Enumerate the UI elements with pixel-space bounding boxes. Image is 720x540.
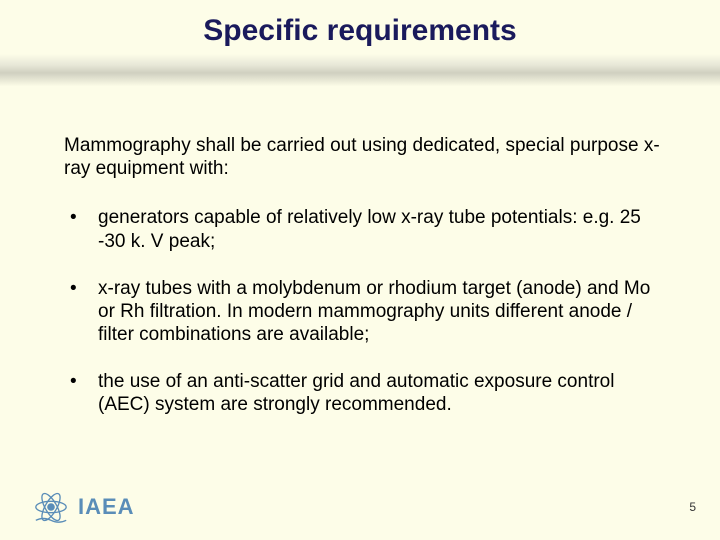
bullet-item: the use of an anti-scatter grid and auto… [64,370,670,416]
org-name: IAEA [78,494,135,520]
bullet-item: generators capable of relatively low x-r… [64,206,670,252]
intro-text: Mammography shall be carried out using d… [64,134,670,180]
slide: Specific requirements Mammography shall … [0,0,720,540]
bullet-item: x-ray tubes with a molybdenum or rhodium… [64,277,670,347]
page-number: 5 [689,500,696,514]
footer: IAEA 5 [32,488,696,526]
slide-title: Specific requirements [0,14,720,48]
bullet-list: generators capable of relatively low x-r… [64,206,670,416]
slide-content: Mammography shall be carried out using d… [64,134,670,441]
logo-block: IAEA [32,488,135,526]
iaea-logo-icon [32,488,70,526]
